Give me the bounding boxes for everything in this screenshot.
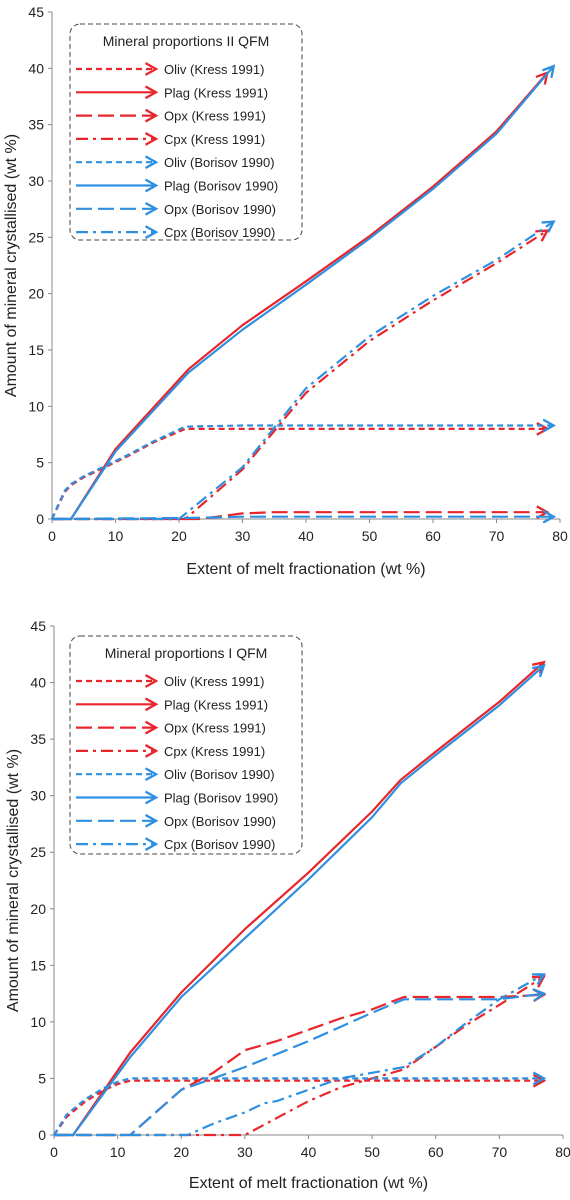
legend-label: Oliv (Kress 1991): [164, 62, 264, 77]
y-axis-label: Amount of mineral crystallised (wt %): [3, 134, 20, 397]
series-line-5: [52, 66, 554, 521]
y-tick-label: 15: [28, 342, 44, 358]
legend-label: Plag (Borisov 1990): [164, 791, 278, 806]
x-tick-label: 80: [552, 528, 568, 544]
series-line-4: [50, 426, 554, 520]
legend: Mineral proportions I QFM Oliv (Kress 199…: [69, 635, 303, 855]
x-tick-label: 20: [173, 1144, 189, 1160]
legend: Mineral proportions II QFM Oliv (Kress 19…: [69, 23, 303, 241]
series-line-6: [54, 994, 544, 1137]
legend-label: Plag (Borisov 1990): [164, 179, 278, 194]
chart-panel-bottom: 0 5 10 15 20 25 30 35 40 45 0 10 20 30 40 50 60 70 80 Exten…: [0, 600, 570, 1195]
legend-title: Mineral proportions I QFM: [105, 645, 268, 661]
legend-label: Cpx (Borisov 1990): [164, 225, 275, 240]
y-tick-label: 45: [30, 618, 46, 634]
y-tick-label: 35: [28, 117, 44, 133]
y-tick-label: 30: [30, 788, 46, 804]
y-tick-label: 20: [30, 901, 46, 917]
series-line-5: [54, 666, 544, 1137]
x-axis-label: Extent of melt fractionation (wt %): [189, 1175, 428, 1192]
chart-panel-top: 0 5 10 15 20 25 30 35 40 45 0 10 20 30 40 50 60 70 80 Exten…: [0, 0, 570, 590]
x-tick-label: 30: [237, 1144, 253, 1160]
legend-label: Oliv (Kress 1991): [164, 674, 264, 689]
y-tick-label: 40: [30, 675, 46, 691]
series-line-6: [51, 517, 554, 519]
x-tick-label: 10: [108, 528, 124, 544]
series-line-0: [51, 429, 547, 520]
x-tick-label: 20: [171, 528, 187, 544]
legend-label: Opx (Borisov 1990): [164, 814, 276, 829]
series-line-7: [52, 222, 554, 521]
series-line-2: [54, 995, 544, 1137]
y-tick-label: 10: [28, 398, 44, 414]
line-chart: 0 5 10 15 20 25 30 35 40 45 0 10 20 30 40 50 60 70 80 Exten…: [3, 4, 568, 578]
y-tick-label: 5: [38, 1070, 46, 1086]
x-tick-label: 40: [298, 528, 314, 544]
legend-label: Plag (Kress 1991): [164, 697, 268, 712]
legend-label: Cpx (Kress 1991): [164, 744, 265, 759]
y-axis-label: Amount of mineral crystallised (wt %): [5, 749, 22, 1012]
series-line-3: [52, 231, 547, 521]
y-tick-label: 0: [38, 1127, 46, 1143]
y-tick-label: 30: [28, 173, 44, 189]
legend-label: Opx (Kress 1991): [164, 109, 266, 124]
x-tick-label: 0: [48, 528, 56, 544]
x-tick-label: 40: [301, 1144, 317, 1160]
x-tick-label: 0: [50, 1144, 58, 1160]
x-tick-label: 70: [492, 1144, 508, 1160]
series-line-3: [54, 977, 544, 1137]
legend-label: Opx (Kress 1991): [164, 721, 266, 736]
y-tick-label: 25: [30, 844, 46, 860]
legend-label: Cpx (Borisov 1990): [164, 837, 275, 852]
legend-label: Plag (Kress 1991): [164, 85, 268, 100]
y-tick-label: 0: [36, 511, 44, 527]
y-tick-label: 25: [28, 229, 44, 245]
x-tick-label: 50: [362, 528, 378, 544]
y-tick-label: 40: [28, 60, 44, 76]
x-tick-label: 50: [364, 1144, 380, 1160]
x-tick-label: 60: [428, 1144, 444, 1160]
x-tick-label: 60: [425, 528, 441, 544]
legend-label: Opx (Borisov 1990): [164, 202, 276, 217]
y-tick-label: 15: [30, 957, 46, 973]
y-tick-label: 35: [30, 731, 46, 747]
legend-box: [69, 635, 303, 855]
x-tick-label: 80: [555, 1144, 570, 1160]
legend-label: Cpx (Kress 1991): [164, 132, 265, 147]
y-tick-label: 5: [36, 455, 44, 471]
legend-title: Mineral proportions II QFM: [103, 33, 270, 49]
legend-label: Oliv (Borisov 1990): [164, 155, 275, 170]
x-axis-label: Extent of melt fractionation (wt %): [186, 561, 425, 578]
x-tick-label: 10: [110, 1144, 126, 1160]
x-tick-label: 30: [235, 528, 251, 544]
y-tick-label: 10: [30, 1014, 46, 1030]
y-tick-label: 45: [28, 4, 44, 20]
series-line-2: [52, 512, 547, 521]
y-tick-label: 20: [28, 286, 44, 302]
legend-label: Oliv (Borisov 1990): [164, 767, 275, 782]
series-line-0: [53, 1081, 544, 1136]
x-tick-label: 70: [489, 528, 505, 544]
series-line-4: [53, 1078, 544, 1136]
series-line-7: [54, 974, 544, 1137]
line-chart: 0 5 10 15 20 25 30 35 40 45 0 10 20 30 40 50 60 70 80 Exten…: [5, 618, 570, 1192]
series-line-1: [54, 662, 544, 1137]
